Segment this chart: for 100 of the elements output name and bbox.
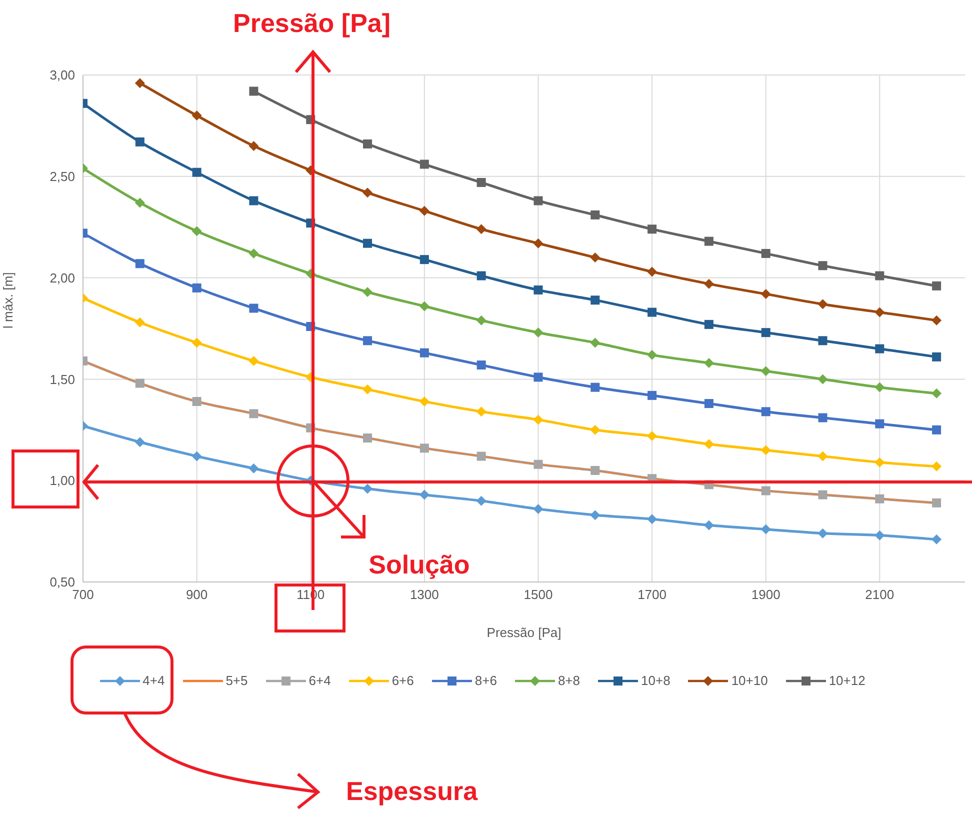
point <box>534 372 543 382</box>
point <box>249 409 258 418</box>
point <box>704 399 714 408</box>
point <box>134 78 145 88</box>
point <box>648 390 657 400</box>
x-tick-label: 900 <box>186 587 208 602</box>
point <box>362 188 373 198</box>
y-tick-label: 1,00 <box>50 473 75 488</box>
point <box>248 463 259 474</box>
point <box>932 281 942 290</box>
point <box>875 344 884 354</box>
point <box>932 315 942 326</box>
point <box>192 226 202 236</box>
point <box>192 168 202 177</box>
point <box>249 86 258 96</box>
point <box>476 406 486 417</box>
point <box>760 289 771 300</box>
point <box>590 210 600 220</box>
point <box>818 261 828 270</box>
point <box>476 224 486 234</box>
point <box>192 338 202 348</box>
point <box>590 338 600 348</box>
legend-label: 4+4 <box>142 673 165 688</box>
legend-label: 8+8 <box>558 673 580 688</box>
point <box>135 259 144 268</box>
point <box>590 466 600 475</box>
point <box>533 238 544 248</box>
point <box>363 336 372 346</box>
y-tick-label: 2,00 <box>50 270 75 286</box>
point <box>874 530 885 540</box>
point <box>134 437 145 448</box>
point <box>932 388 942 398</box>
point <box>419 490 430 500</box>
point <box>362 384 373 394</box>
y-tick-label: 1,50 <box>50 372 75 387</box>
point <box>932 352 942 362</box>
point <box>704 520 714 530</box>
point <box>761 407 770 416</box>
point <box>134 317 145 328</box>
point <box>818 299 828 310</box>
point <box>874 457 885 468</box>
point <box>590 510 600 520</box>
point <box>818 336 828 346</box>
point <box>363 434 372 443</box>
x-tick-label: 1300 <box>410 587 439 602</box>
legend-label: 6+6 <box>392 673 414 688</box>
point <box>420 255 429 264</box>
point <box>363 238 372 248</box>
point <box>476 360 486 370</box>
x-tick-label: 700 <box>72 587 94 602</box>
point <box>533 328 544 338</box>
point <box>248 140 259 151</box>
point <box>590 252 600 263</box>
x-tick-label: 1700 <box>638 587 666 602</box>
point <box>818 490 828 500</box>
point <box>875 271 884 280</box>
x-tick-label: 1900 <box>751 587 780 602</box>
point <box>704 358 714 368</box>
point <box>932 498 942 508</box>
point <box>818 451 828 462</box>
point <box>192 451 202 462</box>
point <box>534 460 543 469</box>
y-tick-label: 3,00 <box>50 68 75 83</box>
legend-label: 8+6 <box>474 673 497 688</box>
point <box>476 496 486 506</box>
point <box>420 160 429 169</box>
point <box>362 484 373 494</box>
point <box>248 356 259 366</box>
y-tick-label: 0,50 <box>50 574 75 590</box>
point <box>761 248 770 258</box>
point <box>874 307 885 318</box>
point <box>874 382 885 392</box>
x-axis-title: Pressão [Pa] <box>486 625 562 640</box>
point <box>932 534 942 544</box>
legend-label: 5+5 <box>226 673 248 688</box>
point <box>534 196 543 206</box>
point <box>590 296 600 305</box>
point <box>362 286 373 297</box>
point <box>818 374 828 384</box>
point <box>419 301 430 312</box>
point <box>647 430 658 441</box>
x-tick-label: 2100 <box>865 587 894 602</box>
text: Pressão [Pa] <box>233 8 391 39</box>
legend-label: 10+8 <box>641 673 670 688</box>
point <box>249 196 258 206</box>
point <box>420 444 429 453</box>
point <box>363 139 372 148</box>
point <box>476 452 486 461</box>
y-tick-label: 2,50 <box>50 169 75 184</box>
point <box>192 110 202 121</box>
point <box>704 439 714 450</box>
annotation: Solução <box>368 550 470 580</box>
point <box>818 413 828 422</box>
point <box>818 528 828 538</box>
point <box>192 397 202 406</box>
point <box>419 396 430 407</box>
point <box>476 315 486 326</box>
point <box>134 198 145 208</box>
point <box>476 178 486 187</box>
point <box>135 378 144 388</box>
